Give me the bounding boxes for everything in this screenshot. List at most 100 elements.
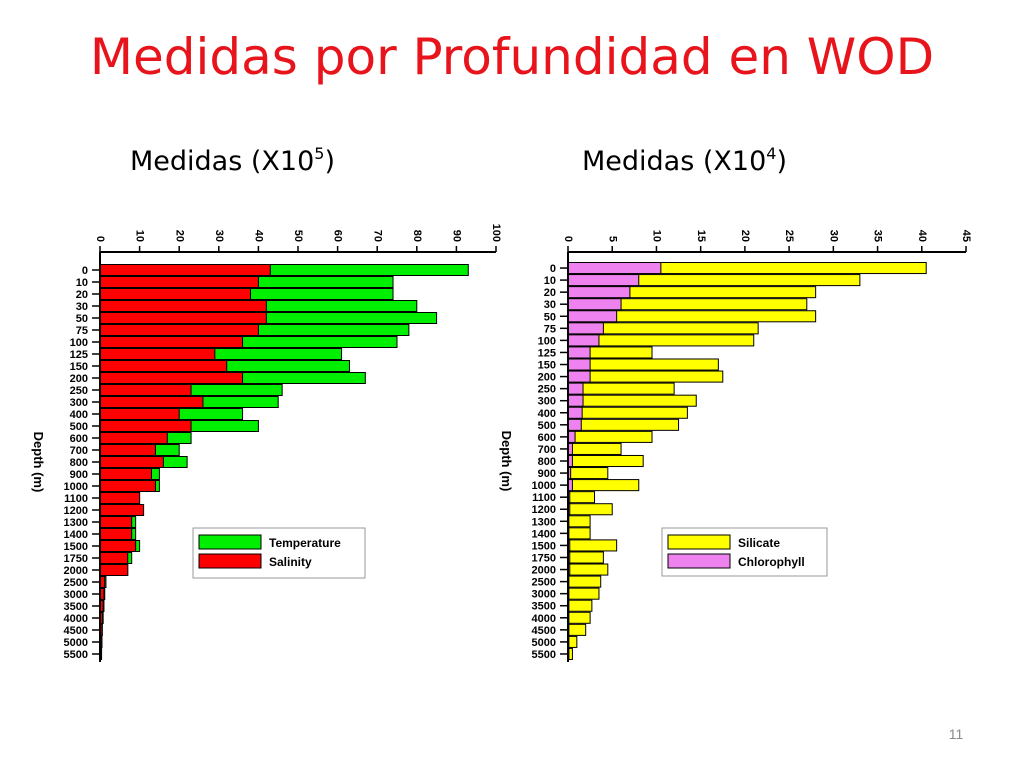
y-tick-label: 2500 <box>532 577 556 589</box>
y-tick-label: 1400 <box>532 528 556 540</box>
bar-silicate-1400 <box>567 527 591 540</box>
bar-silicate-1750 <box>567 551 604 564</box>
y-tick-label: 3500 <box>64 601 88 613</box>
bar-silicate-2500 <box>567 575 602 588</box>
x-tick-label: 10 <box>134 230 146 242</box>
bar-silicate-1500 <box>567 539 618 552</box>
bar-silicate-2000 <box>567 563 609 576</box>
right-caption-close: ) <box>776 146 788 177</box>
y-tick-label: 700 <box>538 444 556 456</box>
y-tick-label: 2000 <box>532 565 556 577</box>
y-tick-label: 5500 <box>532 649 556 661</box>
bar-silicate-600 <box>567 430 653 443</box>
y-tick-label: 4500 <box>532 625 556 637</box>
y-tick-label: 50 <box>76 313 88 325</box>
y-tick-label: 0 <box>82 265 88 277</box>
x-tick-label: 45 <box>960 230 972 242</box>
x-tick-label: 40 <box>252 230 264 242</box>
y-tick-label: 900 <box>538 468 556 480</box>
bar-silicate-3000 <box>567 587 600 600</box>
y-tick-label: 1100 <box>532 492 556 504</box>
left-caption-text: Medidas (X10 <box>130 146 315 177</box>
y-tick-label: 300 <box>70 397 88 409</box>
y-tick-label: 20 <box>544 287 556 299</box>
x-tick-label: 35 <box>872 230 884 242</box>
x-tick-label: 90 <box>450 230 462 242</box>
y-tick-label: 4000 <box>64 613 88 625</box>
y-tick-label: 0 <box>550 263 556 275</box>
bar-chlorophyll-10 <box>567 274 640 287</box>
y-tick-label: 200 <box>538 372 556 384</box>
bar-silicate-1300 <box>567 515 591 528</box>
y-tick-label: 400 <box>70 409 88 421</box>
y-tick-label: 1500 <box>64 541 88 553</box>
bar-chlorophyll-300 <box>567 394 584 407</box>
x-tick-label: 15 <box>695 230 707 242</box>
y-tick-label: 1500 <box>532 540 556 552</box>
bar-chlorophyll-50 <box>567 310 618 323</box>
right-caption-text: Medidas (X10 <box>582 146 767 177</box>
right-chart-caption: Medidas (X104) <box>582 144 787 177</box>
left-chart-caption: Medidas (X105) <box>130 144 335 177</box>
bar-silicate-250 <box>567 382 675 395</box>
y-tick-label: 30 <box>544 299 556 311</box>
x-tick-label: 0 <box>562 236 574 242</box>
y-tick-label: 1300 <box>532 516 556 528</box>
y-tick-label: 10 <box>544 275 556 287</box>
right-caption-exponent: 4 <box>766 144 777 163</box>
y-tick-label: 1300 <box>64 517 88 529</box>
x-tick-label: 20 <box>173 230 185 242</box>
bar-chlorophyll-250 <box>567 382 584 395</box>
y-tick-label: 1000 <box>532 480 556 492</box>
bar-silicate-4000 <box>567 611 591 624</box>
y-tick-label: 1200 <box>532 504 556 516</box>
legend-swatch-temperature <box>198 534 262 550</box>
y-tick-label: 30 <box>76 301 88 313</box>
legend-label-silicate: Silicate <box>738 536 780 550</box>
bar-silicate-3500 <box>567 599 593 612</box>
x-tick-label: 10 <box>651 230 663 242</box>
y-tick-label: 1100 <box>64 493 88 505</box>
y-tick-label: 125 <box>70 349 88 361</box>
legend-label-temperature: Temperature <box>269 536 341 550</box>
x-tick-label: 80 <box>411 230 423 242</box>
bar-silicate-500 <box>567 418 680 431</box>
y-tick-label: 5000 <box>532 637 556 649</box>
bar-chlorophyll-30 <box>567 298 622 311</box>
y-tick-label: 100 <box>70 337 88 349</box>
y-tick-label: 125 <box>538 347 556 359</box>
y-tick-label: 1750 <box>532 552 556 564</box>
y-tick-label: 5500 <box>64 649 88 661</box>
bar-silicate-800 <box>567 454 644 468</box>
bar-chlorophyll-125 <box>567 346 591 359</box>
x-tick-label: 60 <box>332 230 344 242</box>
y-tick-label: 600 <box>538 432 556 444</box>
x-tick-label: 50 <box>292 230 304 242</box>
x-tick-label: 25 <box>783 230 795 242</box>
y-axis-title: Depth (m) <box>499 431 514 492</box>
y-tick-label: 3000 <box>64 589 88 601</box>
left-caption-exponent: 5 <box>314 144 325 163</box>
bar-chlorophyll-0 <box>567 262 662 275</box>
y-tick-label: 75 <box>544 323 556 335</box>
y-tick-label: 600 <box>70 433 88 445</box>
y-tick-label: 1750 <box>64 553 88 565</box>
y-tick-label: 700 <box>70 445 88 457</box>
legend-box <box>192 527 366 579</box>
legend-label-chlorophyll: Chlorophyll <box>738 555 805 569</box>
x-tick-label: 5 <box>606 236 618 242</box>
slide-title: Medidas por Profundidad en WOD <box>89 28 935 86</box>
x-tick-label: 20 <box>739 230 751 242</box>
y-tick-label: 100 <box>538 335 556 347</box>
y-tick-label: 1200 <box>64 505 88 517</box>
x-tick-label: 30 <box>827 230 839 242</box>
bar-silicate-1100 <box>567 491 596 504</box>
y-axis-title: Depth (m) <box>31 432 46 493</box>
y-tick-label: 1400 <box>64 529 88 541</box>
y-tick-label: 2000 <box>64 565 88 577</box>
y-tick-label: 400 <box>538 408 556 420</box>
y-tick-label: 5000 <box>64 637 88 649</box>
bar-chlorophyll-100 <box>567 334 600 347</box>
